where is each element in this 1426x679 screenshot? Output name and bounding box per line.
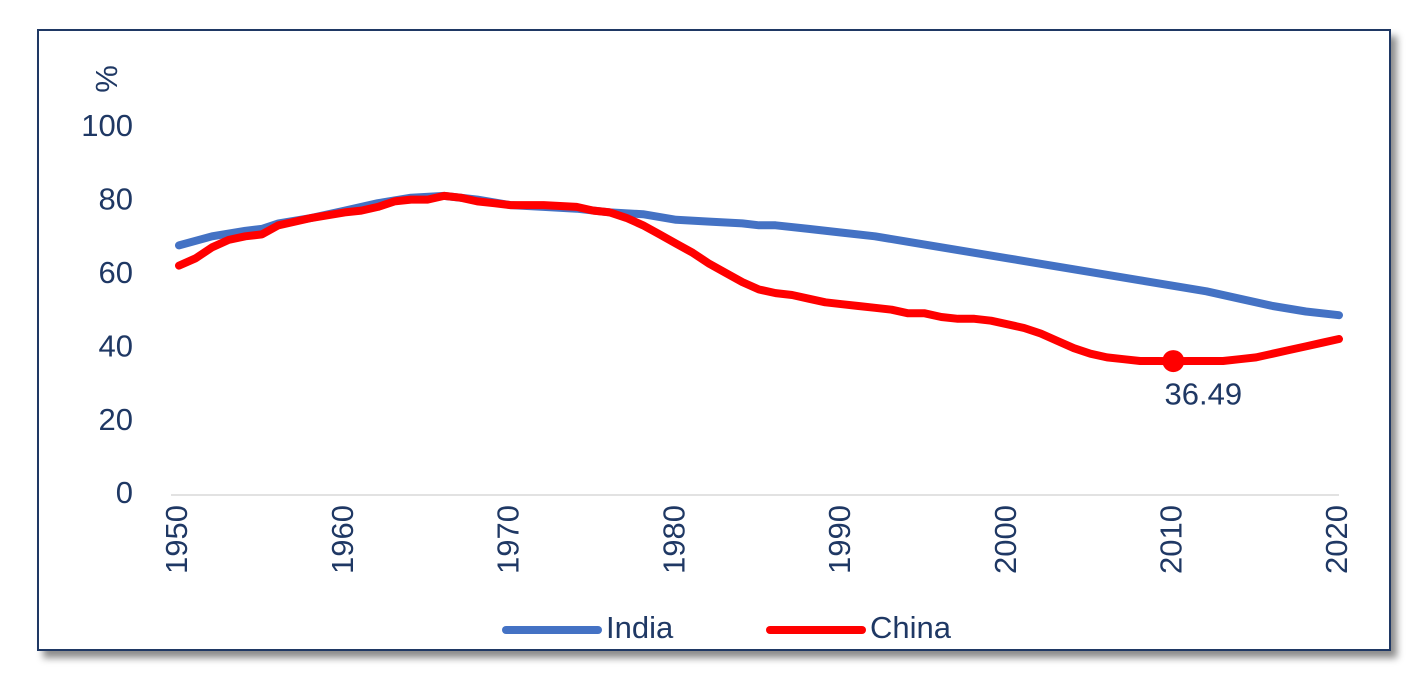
y-tick-label: 0 <box>116 475 133 510</box>
y-tick-label: 80 <box>99 182 133 217</box>
x-tick-label: 2020 <box>1319 505 1354 574</box>
annotation-label: 36.49 <box>1164 376 1242 411</box>
x-tick-label: 1980 <box>656 505 691 574</box>
x-tick-label: 2000 <box>988 505 1023 574</box>
series-lines <box>175 191 1343 366</box>
legend-label-india: India <box>606 610 674 645</box>
chart-frame <box>37 29 1391 651</box>
y-tick-label: 100 <box>81 108 133 143</box>
y-tick-label: 20 <box>99 402 133 437</box>
x-axis-ticks: 1950 1960 1970 1980 1990 2000 2010 2020 <box>159 505 1354 574</box>
legend: India China <box>502 610 952 645</box>
x-tick-label: 1990 <box>822 505 857 574</box>
annotations: 36.49 <box>1162 350 1242 411</box>
x-tick-label: 1960 <box>325 505 360 574</box>
x-tick-label: 1970 <box>491 505 526 574</box>
y-axis-ticks: 0 20 40 60 80 100 <box>81 108 133 510</box>
x-tick-label: 2010 <box>1153 505 1188 574</box>
y-axis-label: % <box>89 65 124 93</box>
legend-label-china: China <box>870 610 952 645</box>
annotation-point <box>1162 350 1185 373</box>
x-tick-label: 1950 <box>159 505 194 574</box>
y-tick-label: 60 <box>99 255 133 290</box>
series-line-china <box>175 191 1343 366</box>
y-tick-label: 40 <box>99 328 133 363</box>
